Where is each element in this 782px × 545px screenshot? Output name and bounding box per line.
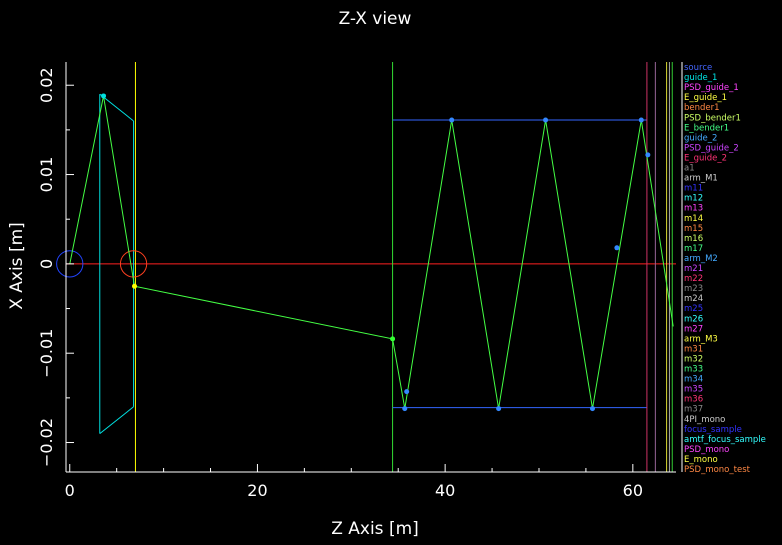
data-point-5 (449, 117, 455, 123)
legend-entry-11: arm_M1 (684, 174, 718, 184)
legend-entry-33: m36 (684, 395, 703, 405)
data-point-8 (589, 406, 595, 412)
legend-entry-13: m12 (684, 194, 703, 204)
x-axis-label: Z Axis [m] (331, 519, 419, 539)
legend-entry-6: E_bender1 (684, 123, 729, 133)
y-tick-label-0: −0.02 (37, 418, 56, 467)
legend-entry-14: m13 (684, 204, 703, 214)
data-point-1 (132, 283, 138, 289)
legend-entry-40: PSD_mono_test (684, 465, 751, 475)
legend-entry-9: E_guide_2 (684, 153, 727, 163)
y-axis-label: X Axis [m] (7, 222, 27, 310)
legend-entry-20: m21 (684, 264, 703, 274)
ray-series-0 (69, 95, 674, 409)
data-point-10 (638, 117, 644, 123)
legend-entry-2: PSD_guide_1 (684, 83, 739, 93)
legend-entry-23: m24 (684, 294, 703, 304)
legend-entry-12: m11 (684, 184, 703, 194)
legend-entry-19: arm_M2 (684, 254, 718, 264)
legend-entry-25: m26 (684, 314, 703, 324)
legend-entry-30: m33 (684, 365, 703, 375)
legend-entry-21: m22 (684, 274, 703, 284)
legend-entry-22: m23 (684, 284, 703, 294)
legend-entry-4: bender1 (684, 103, 720, 113)
legend-entry-27: arm_M3 (684, 334, 718, 344)
x-tick-label-1: 20 (247, 481, 267, 500)
legend: sourceguide_1PSD_guide_1E_guide_1bender1… (681, 62, 766, 475)
component-9-circle (56, 250, 84, 278)
component-10-circle (119, 250, 148, 278)
component-0-segment-1 (99, 93, 134, 122)
legend-entry-17: m16 (684, 234, 703, 244)
data-point-0 (101, 93, 107, 99)
legend-entry-38: PSD_mono (684, 445, 729, 455)
legend-entry-28: m31 (684, 344, 703, 354)
legend-entry-24: m25 (684, 304, 703, 314)
x-tick-label-0: 0 (65, 481, 75, 500)
data-point-3 (402, 406, 408, 412)
legend-entry-0: source (684, 63, 712, 73)
legend-entry-37: amtf_focus_sample (684, 435, 766, 445)
legend-entry-10: a1 (684, 164, 695, 174)
data-point-7 (543, 117, 549, 123)
legend-entry-16: m15 (684, 224, 703, 234)
y-tick-label-1: −0.01 (37, 329, 56, 378)
y-tick-label-3: 0.01 (37, 157, 56, 193)
x-tick-label-2: 40 (435, 481, 455, 500)
y-tick-label-4: 0.02 (37, 67, 56, 103)
legend-entry-29: m32 (684, 354, 703, 364)
data-point-2 (390, 336, 396, 342)
legend-entry-34: m37 (684, 405, 703, 415)
data-point-11 (645, 152, 651, 158)
legend-entry-18: m17 (684, 244, 703, 254)
data-point-9 (614, 245, 620, 251)
legend-entry-39: E_mono (684, 455, 718, 465)
data-point-6 (496, 406, 502, 412)
legend-entry-7: guide_2 (684, 133, 717, 143)
data-point-4 (404, 389, 410, 395)
x-tick-label-3: 60 (623, 481, 643, 500)
legend-entry-15: m14 (684, 214, 703, 224)
legend-entry-35: 4PI_mono (684, 415, 725, 425)
legend-entry-31: m34 (684, 375, 703, 385)
component-0-segment-2 (99, 406, 134, 434)
legend-entry-32: m35 (684, 385, 703, 395)
legend-entry-3: E_guide_1 (684, 93, 727, 103)
plot-area: 0 20 40 60 −0.02 −0.01 0 0.01 0.02 (37, 62, 676, 500)
legend-entry-36: focus_sample (684, 425, 742, 435)
legend-entry-5: PSD_bender1 (684, 113, 741, 123)
legend-entry-26: m27 (684, 324, 703, 334)
legend-entry-1: guide_1 (684, 73, 717, 83)
y-tick-label-2: 0 (37, 259, 56, 269)
chart-title: Z-X view (339, 9, 412, 29)
legend-entry-8: PSD_guide_2 (684, 143, 739, 153)
